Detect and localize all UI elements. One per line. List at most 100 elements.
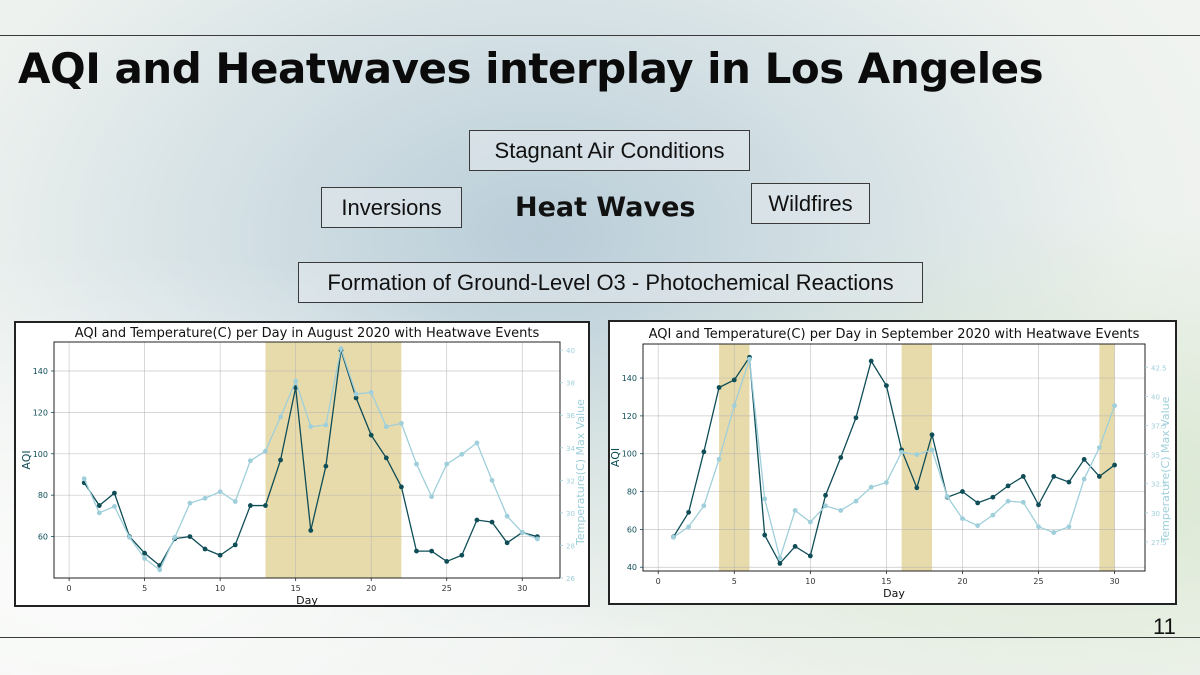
y-tick-label: 80 [38,491,48,500]
tag-inversions: Inversions [321,187,462,228]
aqi-point [96,503,102,508]
september-chart: 0 5 10 15 20 25 30 40 60 80 100 120 140 27.5 30 32.5 35 3… [608,320,1177,605]
temperature-point [96,510,102,516]
aqi-point [853,415,859,421]
aqi-point [399,484,404,490]
x-tick-label: 15 [291,584,301,593]
heat-waves-label: Heat Waves [515,192,696,223]
heatwave-span [1099,344,1115,571]
x-tick-label: 30 [517,584,527,593]
temperature-point [899,449,905,455]
temperature-point [368,390,374,395]
y2-tick-label: 36 [566,412,575,420]
y-tick-label: 100 [622,450,637,459]
aqi-point [142,550,148,556]
temperature-point [157,567,163,573]
y2-tick-label: 28 [566,542,575,550]
temperature-point [1020,499,1026,505]
aqi-point [777,561,783,566]
aqi-point [323,463,329,469]
temperature-point [929,447,935,453]
y-tick-label: 60 [38,533,48,542]
slide-title: AQI and Heatwaves interplay in Los Angel… [18,44,1044,93]
y2-tick-label: 30 [1151,510,1160,518]
y2-axis-label: Temperature(C) Max Value [1159,396,1172,543]
temperature-point [671,534,676,540]
aqi-point [1020,474,1026,479]
temperature-point [686,524,692,530]
temperature-point [1112,403,1117,409]
temperature-point [202,495,208,501]
august-chart-svg: 0 5 10 15 20 25 30 60 80 100 120 140 26 28 30 32 34 36 38 4… [20,326,587,605]
plot-area [53,341,561,579]
temperature-point [142,556,148,561]
temperature-point [944,494,950,499]
temperature-point [474,440,480,446]
y-tick-label: 100 [33,450,48,459]
temperature-point [187,500,193,506]
aqi-line [672,355,1115,565]
y-tick-label: 80 [627,488,637,497]
temperature-point [383,424,389,430]
aqi-point [914,485,920,491]
temperature-point [1051,530,1057,535]
x-tick-label: 5 [142,584,147,593]
y-tick-label: 120 [622,412,637,421]
bottom-divider [0,637,1200,638]
temperature-point [777,555,783,561]
x-tick-label: 25 [1033,577,1043,586]
temperature-point [762,496,768,502]
temperature-point [247,458,253,464]
chart-title: AQI and Temperature(C) per Day in August… [75,326,540,341]
aqi-point [1005,483,1011,489]
temperature-point [1036,524,1041,530]
x-tick-label: 5 [732,577,737,586]
temperature-point [444,461,450,467]
temperature-point [112,503,117,509]
temperature-point [975,523,981,528]
temperature-point [217,489,223,495]
page-number: 11 [1153,614,1176,639]
temperature-point [823,503,828,509]
aqi-point [1112,462,1117,468]
temperature-point [293,378,299,384]
aqi-point [838,455,844,460]
x-axis-label: Day [296,594,318,605]
temperature-point [429,494,435,500]
y2-tick-label: 27.5 [1151,539,1167,547]
y2-tick-label: 32.5 [1151,481,1167,489]
temperature-point [399,420,404,426]
heatwave-span [265,342,402,578]
y-tick-label: 140 [622,374,637,383]
aqi-point [187,534,193,539]
tag-stagnant-air: Stagnant Air Conditions [469,130,750,171]
y2-tick-label: 37.5 [1151,422,1167,430]
temperature-point [127,534,132,540]
aqi-point [444,559,450,564]
aqi-point [278,457,283,463]
x-axis-label: Day [883,587,905,600]
aqi-point [414,548,419,554]
aqi-point [883,383,889,389]
aqi-point [929,432,935,438]
x-tick-label: 10 [805,577,815,586]
aqi-point [429,548,435,554]
temperature-point [232,499,238,504]
temperature-point [278,414,283,420]
temperature-point [519,530,525,535]
temperature-point [990,512,996,518]
x-tick-label: 20 [957,577,967,586]
y-axis-label: AQI [610,448,622,467]
temperature-point [868,484,874,490]
tag-wildfires: Wildfires [751,183,870,224]
temperature-point [308,424,314,430]
temperature-point [1005,498,1011,504]
y2-tick-label: 34 [566,445,575,453]
aqi-point [686,509,692,515]
temperature-point [883,480,889,485]
top-divider [0,35,1200,36]
aqi-point [474,517,480,523]
aqi-point [202,546,208,552]
aqi-point [1036,502,1041,508]
y-axis-label: AQI [20,450,33,469]
